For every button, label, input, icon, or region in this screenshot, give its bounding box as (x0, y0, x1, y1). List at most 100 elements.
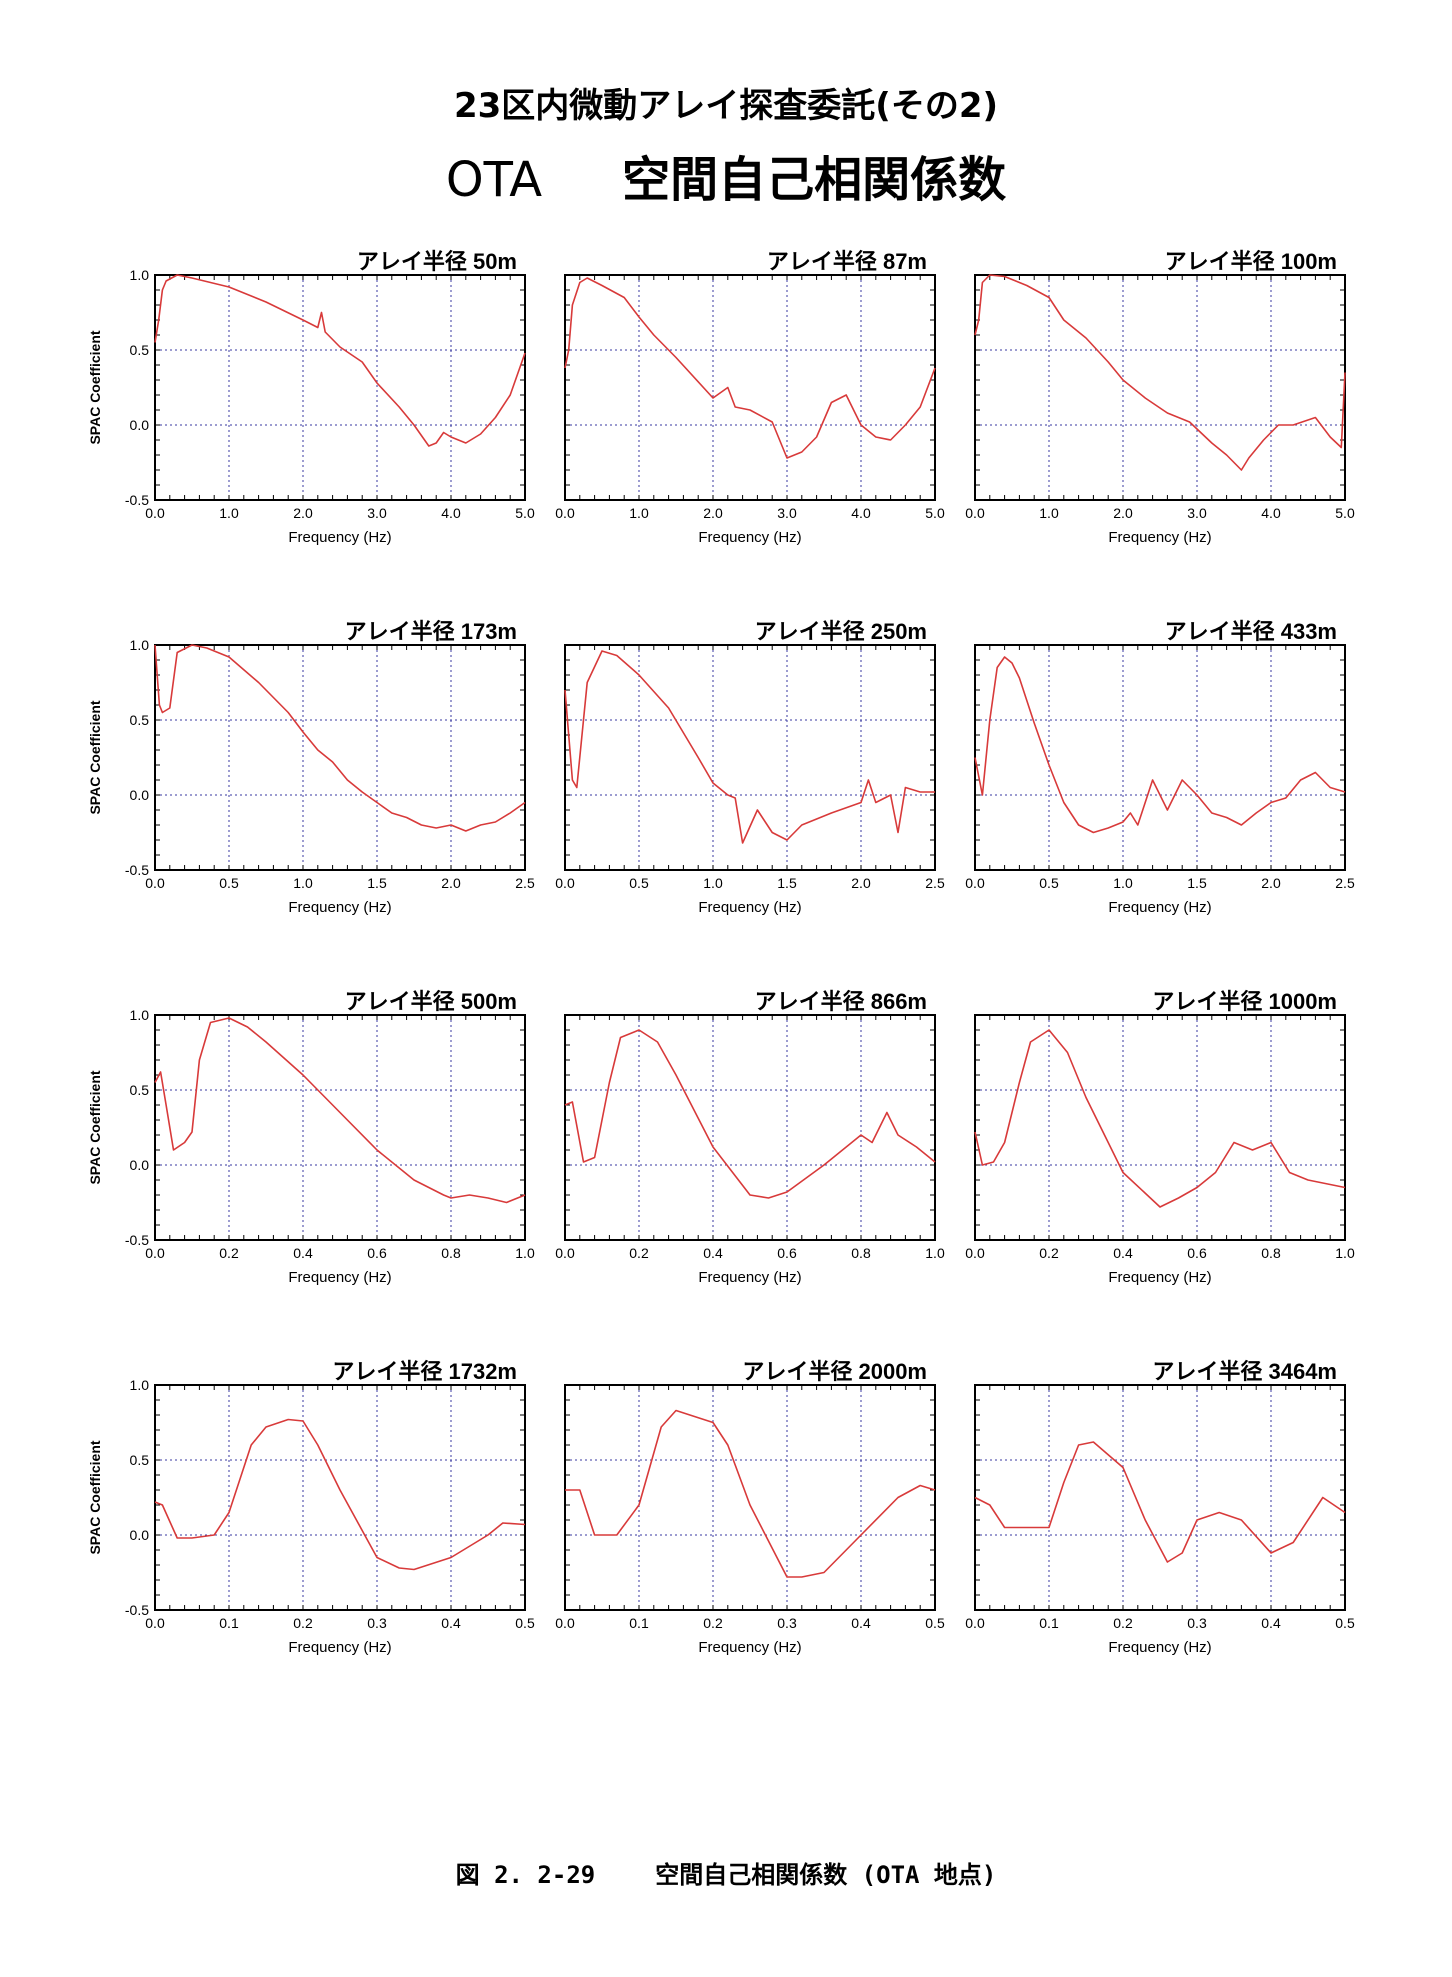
x-tick-label: 0.5 (1039, 875, 1059, 891)
x-tick-label: 2.0 (293, 505, 313, 521)
chart-title: アレイ半径 50m (357, 249, 517, 274)
x-tick-label: 3.0 (367, 505, 387, 521)
x-axis-label: Frequency (Hz) (698, 1269, 801, 1286)
chart-title: アレイ半径 500m (345, 989, 517, 1014)
x-tick-label: 1.0 (1335, 1245, 1355, 1261)
page-subtitle: OTA 空間自己相関係数 (0, 140, 1452, 210)
y-tick-label: 0.5 (130, 712, 150, 728)
x-tick-label: 2.0 (851, 875, 871, 891)
plot-frame (974, 1014, 1346, 1241)
x-tick-label: 2.5 (515, 875, 535, 891)
x-tick-label: 4.0 (1261, 505, 1281, 521)
x-tick-label: 1.0 (515, 1245, 535, 1261)
x-tick-label: 0.6 (367, 1245, 387, 1261)
plot-frame (154, 644, 526, 871)
chart-panel-9: 0.0 0.2 0.4 0.6 0.8 1.0 Frequency (Hz) アレイ半径 10… (965, 989, 1355, 1286)
chart-panel-12: 0.0 0.1 0.2 0.3 0.4 0.5 Frequency (Hz) アレイ半径 34… (965, 1359, 1355, 1656)
plot-frame (564, 1014, 936, 1241)
figure-caption: 図 2. 2-29 空間自己相関係数 (OTA 地点) (0, 1855, 1452, 1890)
x-tick-label: 0.2 (1113, 1615, 1133, 1631)
x-tick-label: 2.0 (1261, 875, 1281, 891)
y-tick-label: -0.5 (125, 1602, 149, 1618)
y-tick-label: 1.0 (130, 637, 150, 653)
x-axis-label: Frequency (Hz) (288, 1269, 391, 1286)
x-tick-label: 1.0 (629, 505, 649, 521)
spac-series-line (564, 277, 936, 459)
chart-panel-2: 0.0 1.0 2.0 3.0 4.0 5.0 Frequency (Hz) アレイ半径 87… (555, 249, 945, 546)
x-tick-label: 0.1 (1039, 1615, 1059, 1631)
subtitle-text: 空間自己相関係数 (622, 152, 1007, 208)
x-tick-label: 0.5 (219, 875, 239, 891)
x-tick-label: 2.5 (1335, 875, 1355, 891)
figure-number: 図 2. 2-29 (455, 1861, 596, 1889)
x-tick-label: 0.1 (219, 1615, 239, 1631)
x-axis-label: Frequency (Hz) (288, 1639, 391, 1656)
spac-series-line (974, 656, 1346, 834)
x-tick-label: 0.6 (1187, 1245, 1207, 1261)
chart-title: アレイ半径 433m (1165, 619, 1337, 644)
spac-series-line (974, 274, 1346, 471)
plot-frame (974, 1384, 1346, 1611)
x-tick-label: 2.0 (441, 875, 461, 891)
y-tick-label: 0.0 (130, 417, 150, 433)
y-tick-label: -0.5 (125, 1232, 149, 1248)
x-axis-label: Frequency (Hz) (698, 1639, 801, 1656)
x-tick-label: 0.1 (629, 1615, 649, 1631)
plot-frame (154, 1384, 526, 1611)
plot-frame (154, 274, 526, 501)
spac-series-line (154, 1017, 526, 1204)
chart-title: アレイ半径 2000m (742, 1359, 927, 1384)
y-tick-label: 0.0 (130, 787, 150, 803)
spac-series-line (154, 644, 526, 832)
plot-frame (974, 274, 1346, 501)
x-tick-label: 5.0 (925, 505, 945, 521)
x-tick-label: 5.0 (1335, 505, 1355, 521)
chart-title: アレイ半径 173m (345, 619, 517, 644)
chart-title: アレイ半径 100m (1165, 249, 1337, 274)
spac-series-line (565, 1409, 936, 1578)
x-tick-label: 0.0 (555, 875, 575, 891)
x-tick-label: 0.5 (629, 875, 649, 891)
figure-caption-text: 空間自己相関係数 (OTA 地点) (655, 1861, 997, 1889)
x-tick-label: 0.2 (629, 1245, 649, 1261)
chart-title: アレイ半径 866m (755, 989, 927, 1014)
chart-panel-5: 0.0 0.5 1.0 1.5 2.0 2.5 Frequency (Hz) アレイ半径 25… (555, 619, 945, 916)
chart-title: アレイ半径 1732m (332, 1359, 517, 1384)
x-axis-label: Frequency (Hz) (698, 529, 801, 546)
chart-panel-8: 0.0 0.2 0.4 0.6 0.8 1.0 Frequency (Hz) アレイ半径 86… (555, 989, 945, 1286)
x-tick-label: 0.4 (1261, 1615, 1281, 1631)
chart-title: アレイ半径 1000m (1152, 989, 1337, 1014)
x-tick-label: 0.0 (555, 505, 575, 521)
x-tick-label: 0.0 (965, 1615, 985, 1631)
x-tick-label: 2.0 (1113, 505, 1133, 521)
x-tick-label: 3.0 (1187, 505, 1207, 521)
x-axis-label: Frequency (Hz) (288, 899, 391, 916)
x-tick-label: 0.3 (1187, 1615, 1207, 1631)
y-tick-label: 0.5 (130, 1452, 150, 1468)
x-tick-label: 0.4 (1113, 1245, 1133, 1261)
x-tick-label: 1.5 (777, 875, 797, 891)
x-tick-label: 0.2 (293, 1615, 313, 1631)
x-tick-label: 1.5 (367, 875, 387, 891)
x-tick-label: 0.8 (851, 1245, 871, 1261)
spac-series-line (564, 1029, 936, 1199)
chart-title: アレイ半径 250m (755, 619, 927, 644)
x-tick-label: 0.2 (219, 1245, 239, 1261)
spac-series-line (974, 1441, 1346, 1563)
y-tick-label: 1.0 (130, 267, 150, 283)
y-tick-label: -0.5 (125, 492, 149, 508)
chart-panel-3: 0.0 1.0 2.0 3.0 4.0 5.0 Frequency (Hz) アレイ半径 10… (965, 249, 1355, 546)
x-tick-label: 1.0 (1113, 875, 1133, 891)
y-tick-label: 1.0 (130, 1377, 150, 1393)
x-tick-label: 0.5 (515, 1615, 535, 1631)
y-tick-label: 0.5 (130, 1082, 150, 1098)
x-tick-label: 0.8 (441, 1245, 461, 1261)
spac-series-line (564, 650, 935, 844)
x-axis-label: Frequency (Hz) (288, 529, 391, 546)
x-tick-label: 0.0 (145, 1615, 165, 1631)
chart-title: アレイ半径 3464m (1152, 1359, 1337, 1384)
x-tick-label: 1.0 (1039, 505, 1059, 521)
y-axis-label: SPAC Coefficient (87, 330, 103, 444)
